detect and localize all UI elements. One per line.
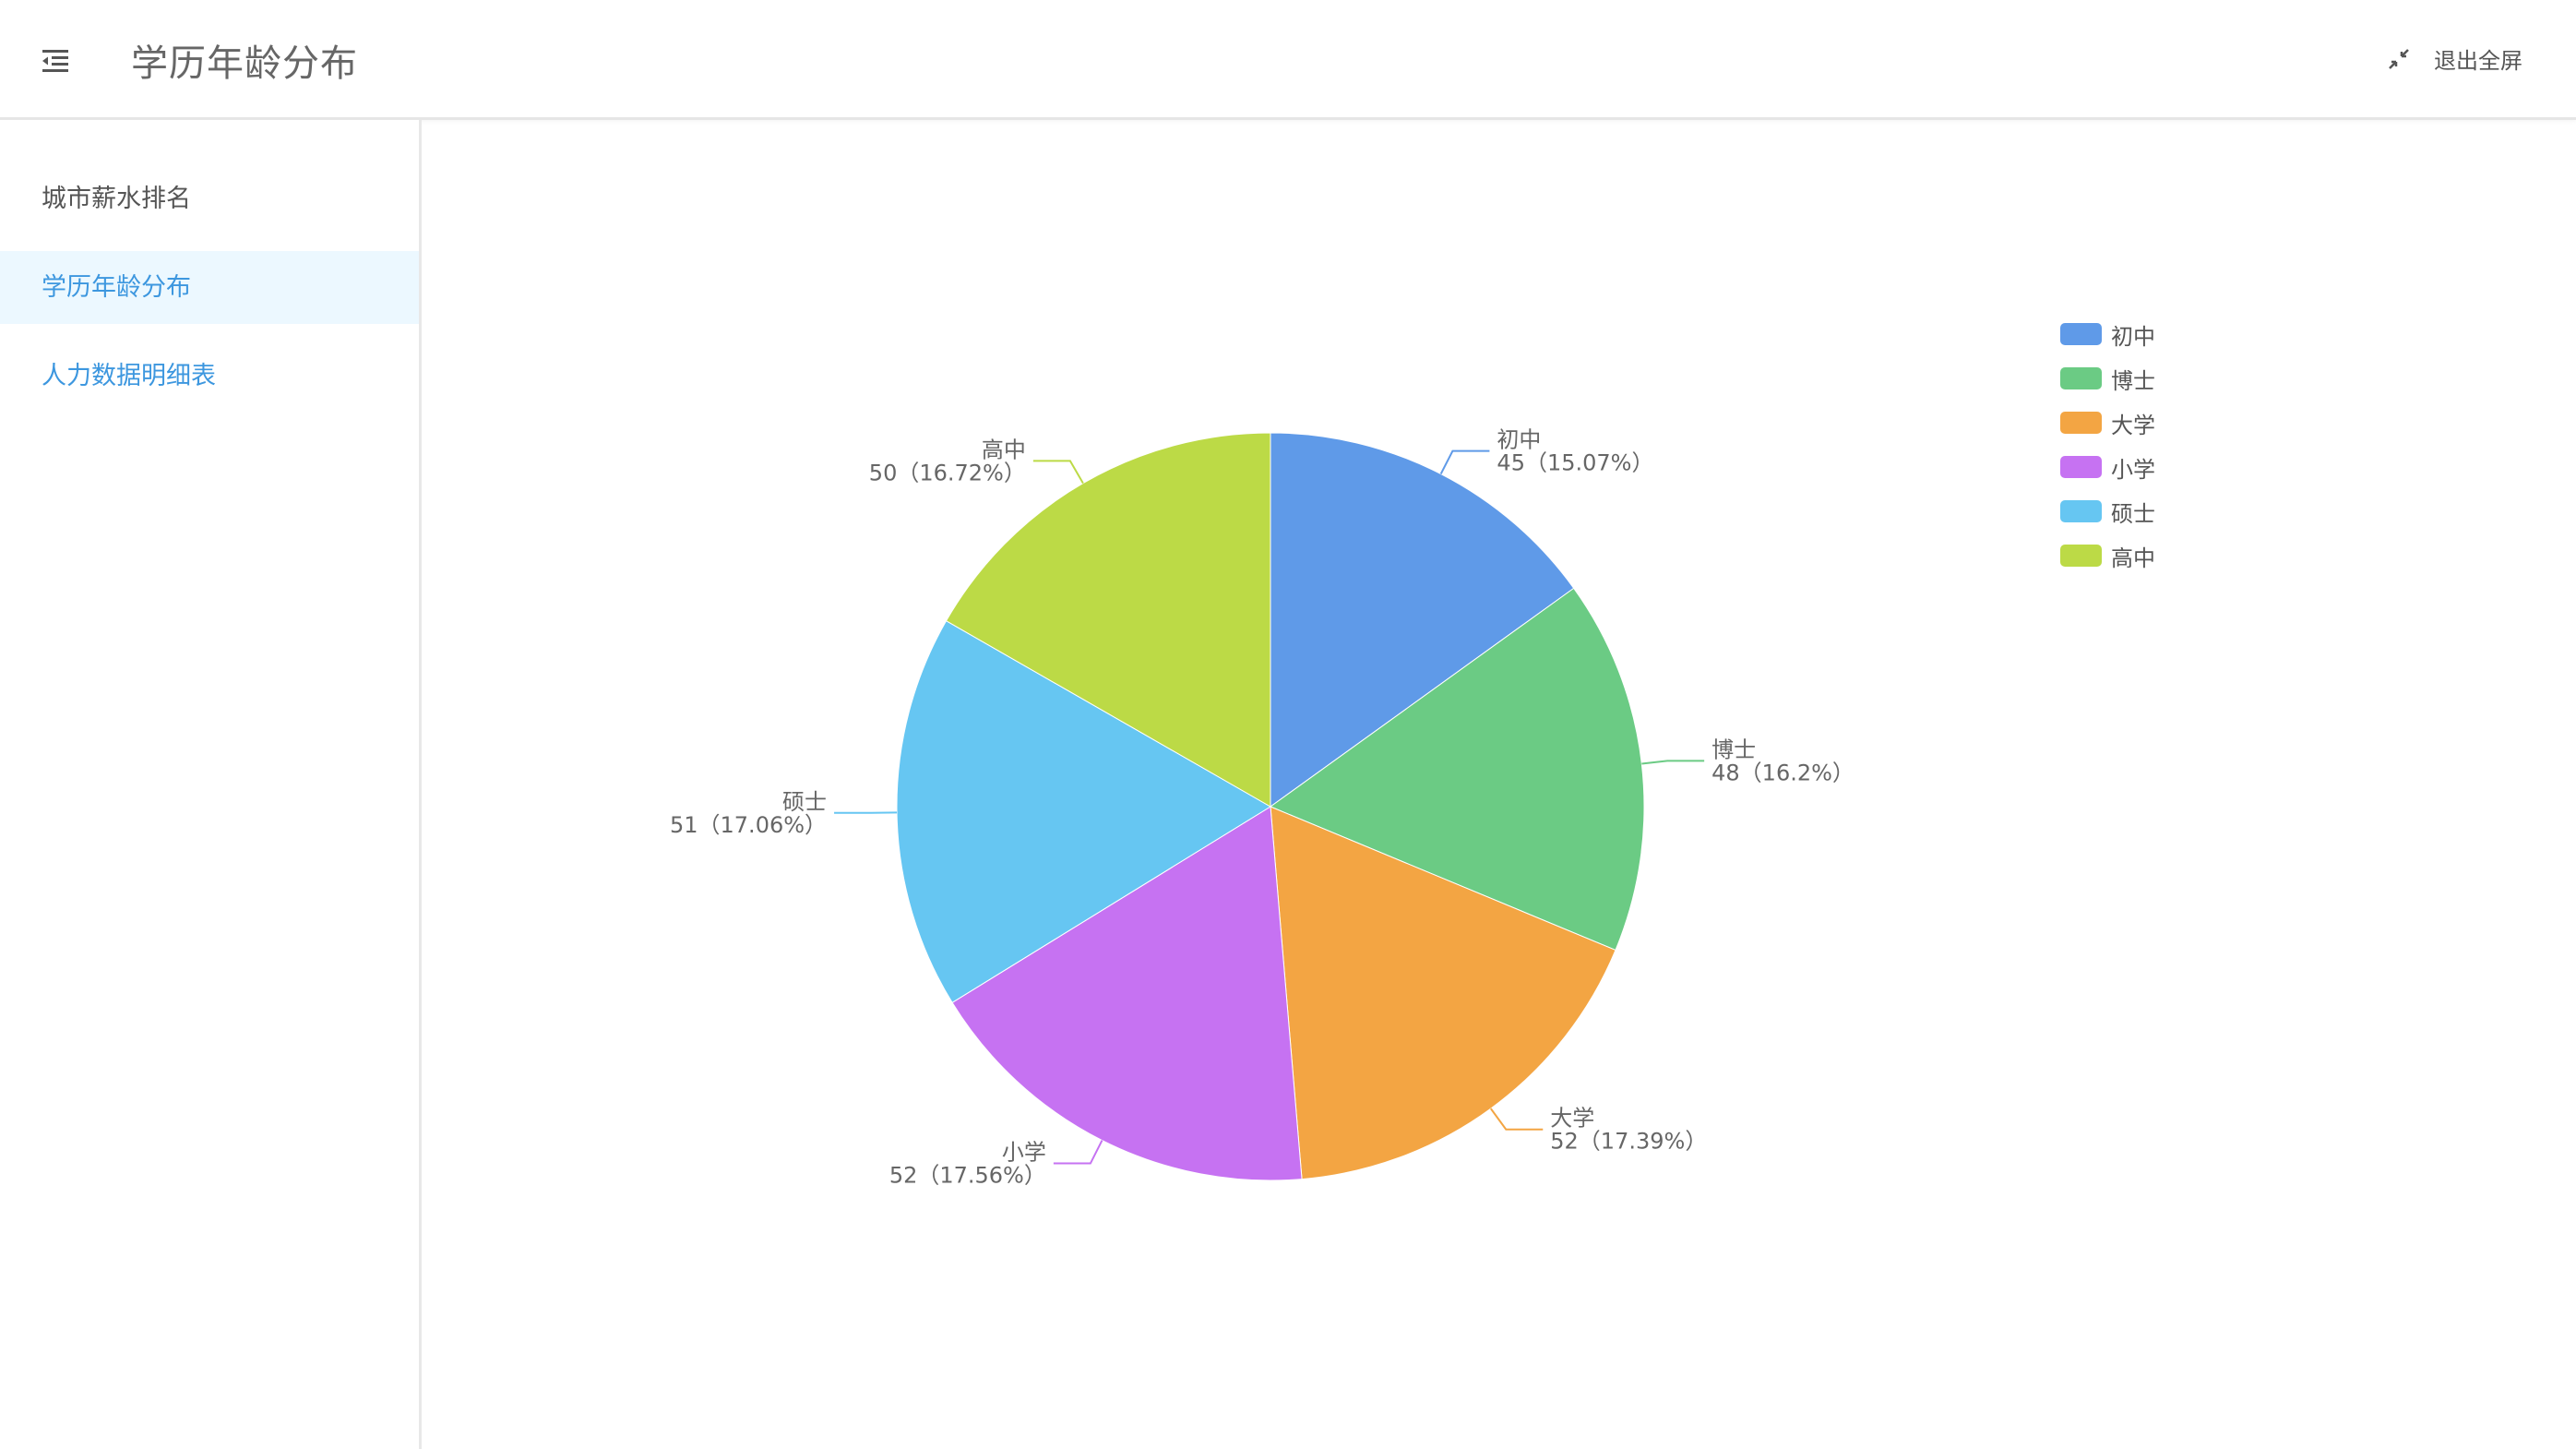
legend-swatch <box>2060 500 2102 522</box>
label-leader-line-5 <box>1032 460 1084 485</box>
legend-label: 小学 <box>2111 456 2155 483</box>
sidebar-item-city-salary[interactable]: 城市薪水排名 <box>42 185 191 213</box>
sidebar-item-education-age[interactable]: 学历年龄分布 <box>0 251 419 324</box>
compress-arrows-icon <box>2389 48 2409 69</box>
legend-swatch <box>2060 367 2102 389</box>
slice-label-value: 45（15.07%） <box>1497 450 1653 476</box>
slice-label-value: 50（16.72%） <box>869 460 1026 485</box>
label-leader-line-0 <box>1439 449 1490 475</box>
slice-label-value: 52（17.56%） <box>889 1163 1046 1189</box>
legend-item-5[interactable]: 高中 <box>2060 533 2155 578</box>
legend-item-3[interactable]: 小学 <box>2060 445 2155 489</box>
slice-label-name: 博士 <box>1711 736 1756 762</box>
legend-label: 硕士 <box>2111 500 2155 527</box>
pie-slice-1[interactable] <box>1269 587 1645 952</box>
legend-swatch <box>2060 456 2102 478</box>
chart-legend: 初中博士大学小学硕士高中 <box>2060 312 2155 578</box>
top-header: 学历年龄分布 退出全屏 <box>0 0 2576 120</box>
slice-label-name: 硕士 <box>782 789 827 815</box>
slice-label-name: 高中 <box>982 437 1026 462</box>
legend-item-4[interactable]: 硕士 <box>2060 489 2155 533</box>
legend-swatch <box>2060 323 2102 345</box>
menu-toggle-button[interactable] <box>41 48 70 74</box>
legend-swatch <box>2060 545 2102 567</box>
legend-label: 高中 <box>2111 545 2155 571</box>
slice-label-name: 大学 <box>1550 1106 1594 1132</box>
page-title: 学历年龄分布 <box>131 42 358 85</box>
label-leader-line-3 <box>1053 1140 1103 1165</box>
label-leader-line-1 <box>1641 760 1705 765</box>
exit-fullscreen-button[interactable]: 退出全屏 <box>2388 42 2522 75</box>
slice-label-value: 48（16.2%） <box>1711 760 1854 785</box>
slice-label-value: 52（17.39%） <box>1550 1129 1707 1155</box>
slice-label-name: 小学 <box>1002 1140 1046 1166</box>
legend-item-2[interactable]: 大学 <box>2060 401 2155 445</box>
slice-label-name: 初中 <box>1497 427 1541 453</box>
pie-slice-0[interactable] <box>1270 432 1575 808</box>
label-leader-line-2 <box>1489 1108 1544 1131</box>
indent-fold-icon <box>42 50 68 72</box>
legend-label: 大学 <box>2111 412 2155 438</box>
sidebar-item-hr-data-table[interactable]: 人力数据明细表 <box>42 362 216 390</box>
sidebar-nav: 城市薪水排名 学历年龄分布 人力数据明细表 <box>0 120 422 1449</box>
legend-label: 博士 <box>2111 367 2155 394</box>
pie-slice-3[interactable] <box>951 806 1303 1181</box>
pie-slice-2[interactable] <box>1270 806 1616 1180</box>
legend-item-0[interactable]: 初中 <box>2060 312 2155 356</box>
slice-label-value: 51（17.06%） <box>670 812 827 838</box>
legend-item-1[interactable]: 博士 <box>2060 356 2155 401</box>
legend-label: 初中 <box>2111 323 2155 350</box>
legend-swatch <box>2060 412 2102 434</box>
exit-fullscreen-label: 退出全屏 <box>2434 48 2522 74</box>
